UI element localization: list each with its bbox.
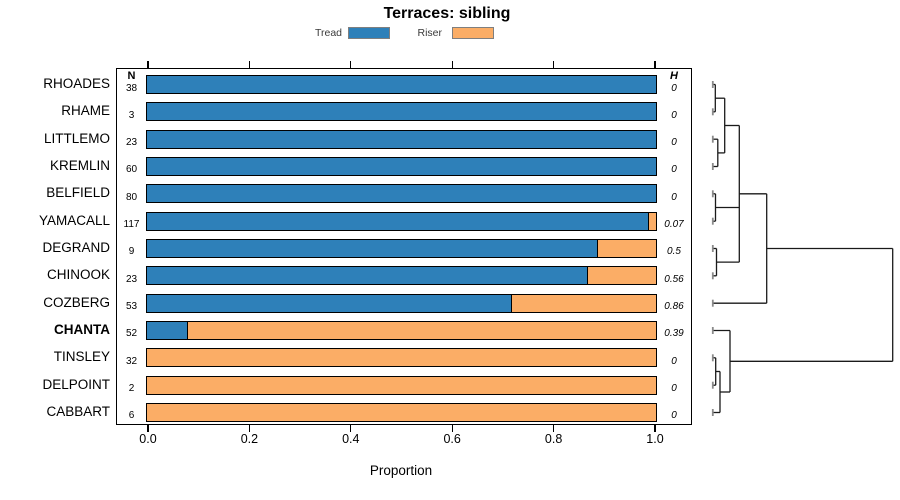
bar-riser-cabbart [146, 402, 657, 422]
h-value: 0.56 [664, 273, 684, 285]
legend-label-tread: Tread [314, 27, 342, 39]
row-label-yamacall: YAMACALL [38, 212, 110, 228]
n-value: 3 [128, 109, 135, 121]
n-value: 38 [125, 82, 138, 94]
row-label-cabbart: CABBART [46, 403, 110, 419]
bar-tread-chinook [146, 266, 591, 286]
h-value: 0.86 [664, 301, 684, 313]
bar-riser-chanta [187, 320, 657, 340]
axis-tick-label: 0.0 [139, 432, 157, 446]
chart-title: Terraces: sibling [383, 5, 511, 22]
row-label-chinook: CHINOOK [46, 267, 110, 283]
row-label-belfield: BELFIELD [46, 185, 110, 201]
row-label-cozberg: COZBERG [43, 294, 110, 310]
row-label-rhoades: RHOADES [43, 76, 110, 91]
bar-tread-cozberg [146, 293, 515, 313]
bar-riser-tinsley [146, 348, 657, 368]
h-value: 0 [671, 410, 677, 422]
h-value: 0 [671, 109, 677, 121]
axis-tick-label: 1.0 [646, 432, 664, 446]
axis-tick-bottom [350, 425, 352, 432]
h-column-header: H [670, 70, 678, 82]
bar-riser-yamacall [648, 211, 657, 231]
n-value: 80 [125, 191, 138, 203]
row-label-tinsley: TINSLEY [53, 349, 110, 365]
axis-tick-label: 0.4 [342, 432, 360, 446]
n-value: 6 [128, 410, 135, 422]
n-value: 52 [125, 328, 138, 340]
bar-tread-belfield [146, 184, 657, 204]
axis-tick-top [147, 61, 149, 68]
row-label-littlemo: LITTLEMO [43, 130, 110, 146]
n-column-header: N [127, 70, 136, 82]
row-label-kremlin: KREMLIN [49, 157, 110, 173]
n-value: 117 [123, 219, 140, 231]
bar-tread-chanta [146, 320, 191, 340]
h-value: 0.39 [664, 328, 684, 340]
axis-tick-label: 0.2 [240, 432, 259, 446]
bar-tread-yamacall [146, 211, 652, 231]
axis-tick-bottom [553, 425, 555, 432]
row-label-degrand: DEGRAND [42, 239, 110, 255]
bar-tread-rhame [146, 102, 657, 122]
axis-tick-label: 0.8 [544, 432, 563, 446]
axis-tick-bottom [248, 425, 251, 432]
n-value: 53 [125, 301, 138, 313]
bar-tread-littlemo [146, 129, 657, 149]
h-value: 0 [671, 137, 677, 149]
bar-tread-degrand [146, 238, 601, 258]
n-value: 23 [125, 137, 138, 149]
n-value: 60 [125, 164, 138, 176]
axis-tick-top [654, 61, 656, 68]
legend-label-riser: Riser [417, 27, 442, 39]
axis-tick-bottom [451, 425, 453, 432]
axis-tick-bottom [654, 425, 656, 432]
axis-tick-top [451, 61, 453, 68]
row-label-chanta: CHANTA [54, 321, 110, 337]
bar-tread-rhoades [146, 75, 657, 94]
axis-tick-top [350, 61, 352, 68]
h-value: 0 [671, 383, 677, 395]
bar-riser-delpoint [146, 375, 657, 395]
h-value: 0.5 [667, 246, 681, 258]
h-value: 0 [671, 164, 677, 176]
n-value: 9 [128, 246, 135, 258]
axis-tick-bottom [147, 425, 149, 432]
axis-tick-top [248, 61, 251, 68]
x-axis-label: Proportion [369, 463, 433, 478]
n-value: 2 [128, 383, 135, 395]
row-label-delpoint: DELPOINT [42, 376, 110, 392]
legend-swatch-riser [452, 26, 494, 39]
n-value: 32 [125, 355, 138, 367]
bar-riser-cozberg [511, 293, 657, 313]
bar-tread-kremlin [146, 156, 657, 176]
bar-riser-degrand [597, 238, 657, 258]
axis-tick-top [553, 61, 555, 68]
h-value: 0 [671, 355, 677, 367]
row-label-rhame: RHAME [61, 103, 110, 119]
legend-swatch-tread [348, 26, 390, 39]
bar-riser-chinook [587, 266, 657, 286]
axis-tick-label: 0.6 [443, 432, 461, 446]
h-value: 0.07 [664, 219, 684, 231]
h-value: 0 [671, 191, 677, 203]
h-value: 0 [671, 82, 677, 94]
n-value: 23 [125, 273, 138, 285]
